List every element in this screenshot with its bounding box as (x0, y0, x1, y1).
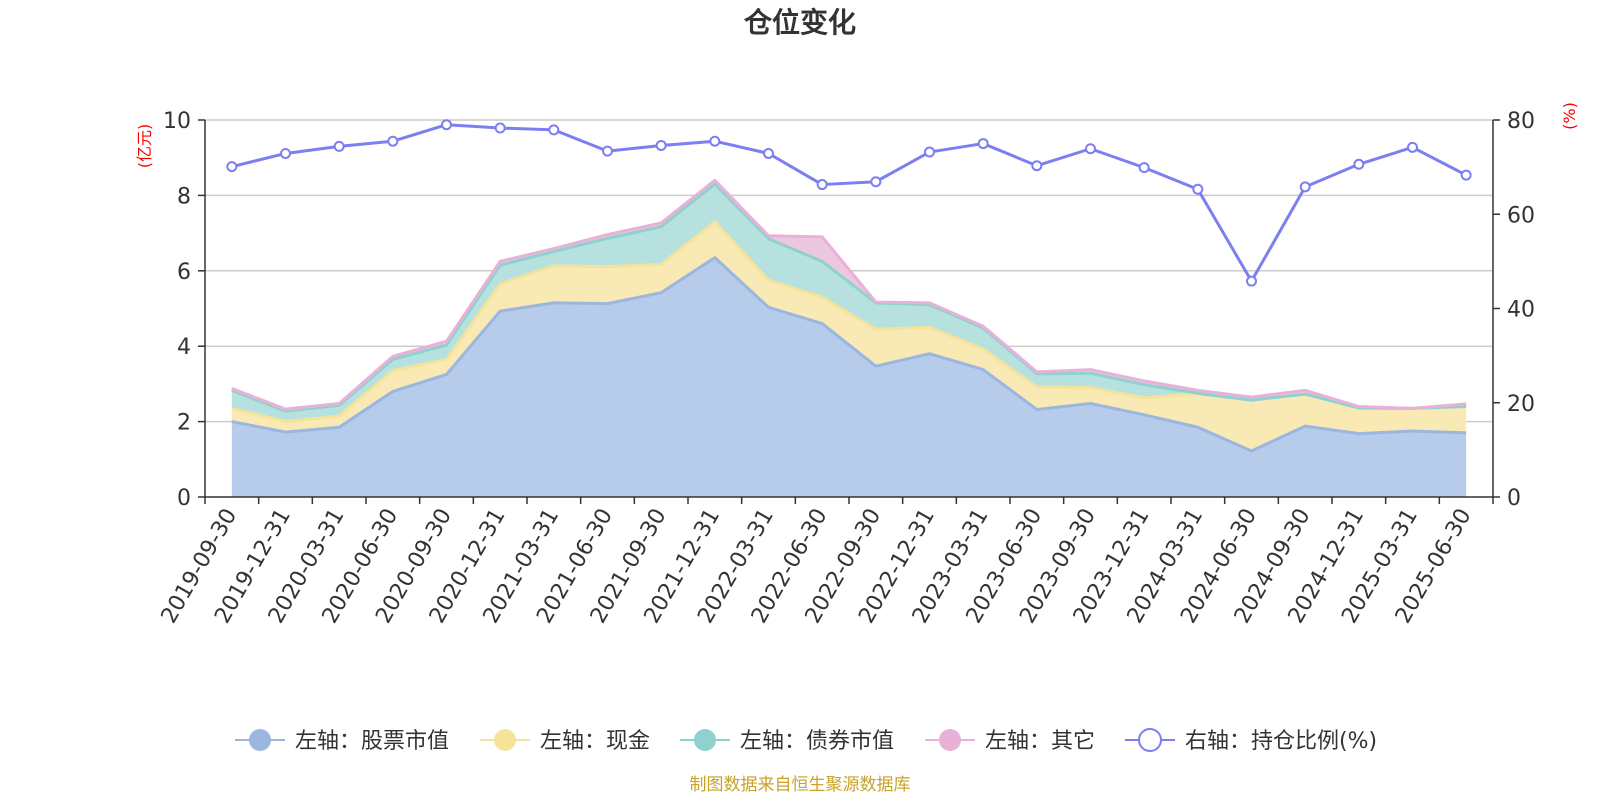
area-edge (231, 178, 1467, 411)
legend-label: 左轴：其它 (985, 729, 1095, 754)
ratio-point (441, 119, 452, 131)
ratio-point (494, 122, 506, 134)
right-tick-label: 60 (1507, 203, 1535, 228)
legend-item: 左轴：债券市值 (680, 729, 894, 754)
ratio-point (977, 138, 989, 150)
ratio-point (1031, 160, 1043, 172)
left-tick-label: 6 (177, 260, 191, 285)
legend: 左轴：股票市值 左轴：现金 左轴：债券市值 左轴：其它 右轴：持仓比例(%) (235, 728, 1377, 754)
legend-item: 左轴：现金 (480, 729, 650, 754)
legend-item: 左轴：股票市值 (235, 729, 449, 754)
ratio-point (387, 135, 399, 147)
left-tick-label: 0 (177, 486, 191, 511)
ratio-point (763, 147, 774, 159)
legend-marker (694, 729, 716, 751)
ratio-point (602, 145, 613, 157)
left-tick-label: 4 (177, 335, 191, 360)
ratio-point (816, 179, 828, 191)
holding-ratio-line (226, 119, 1472, 287)
stacked-areas (231, 178, 1467, 497)
legend-item: 左轴：其它 (925, 729, 1095, 754)
legend-label: 左轴：债券市值 (740, 729, 894, 754)
ratio-point (548, 124, 560, 136)
ratio-point (924, 146, 935, 158)
ratio-point (333, 140, 345, 152)
ratio-point (1138, 162, 1150, 174)
left-axis-unit: (亿元) (135, 124, 154, 169)
ratio-point (1353, 158, 1365, 170)
source-note: 制图数据来自恒生聚源数据库 (690, 775, 911, 795)
legend-item: 右轴：持仓比例(%) (1125, 728, 1377, 754)
right-tick-label: 80 (1507, 109, 1535, 134)
legend-marker (939, 729, 961, 751)
ratio-point (655, 139, 667, 151)
right-tick-label: 20 (1507, 392, 1535, 417)
ratio-line (231, 123, 1467, 283)
area-左轴：股票市值 (231, 257, 1467, 497)
legend-marker (249, 729, 271, 751)
ratio-point (1460, 169, 1472, 181)
legend-marker (1138, 728, 1162, 752)
ratio-point (1192, 183, 1204, 195)
area-edge (231, 182, 1467, 413)
legend-label: 左轴：现金 (540, 729, 650, 754)
legend-label: 左轴：股票市值 (295, 729, 449, 754)
left-tick-label: 10 (163, 109, 191, 134)
ratio-point (709, 135, 721, 147)
chart-title: 仓位变化 (744, 6, 856, 39)
ratio-point (1407, 141, 1418, 153)
ratio-point (280, 147, 291, 159)
ratio-point (1299, 181, 1311, 193)
ratio-point (870, 176, 882, 188)
area-左轴：现金 (231, 221, 1467, 452)
ratio-point (226, 161, 238, 173)
area-edge (231, 256, 1467, 453)
right-tick-label: 0 (1507, 486, 1521, 511)
area-左轴：债券市值 (231, 184, 1467, 422)
ratio-point (1246, 275, 1257, 287)
legend-label: 右轴：持仓比例(%) (1185, 729, 1377, 754)
ratio-point (1085, 143, 1096, 155)
right-tick-label: 40 (1507, 298, 1535, 323)
left-tick-label: 2 (177, 411, 191, 436)
right-axis-unit: (%) (1560, 102, 1579, 130)
legend-marker (494, 729, 516, 751)
left-tick-label: 8 (177, 184, 191, 209)
